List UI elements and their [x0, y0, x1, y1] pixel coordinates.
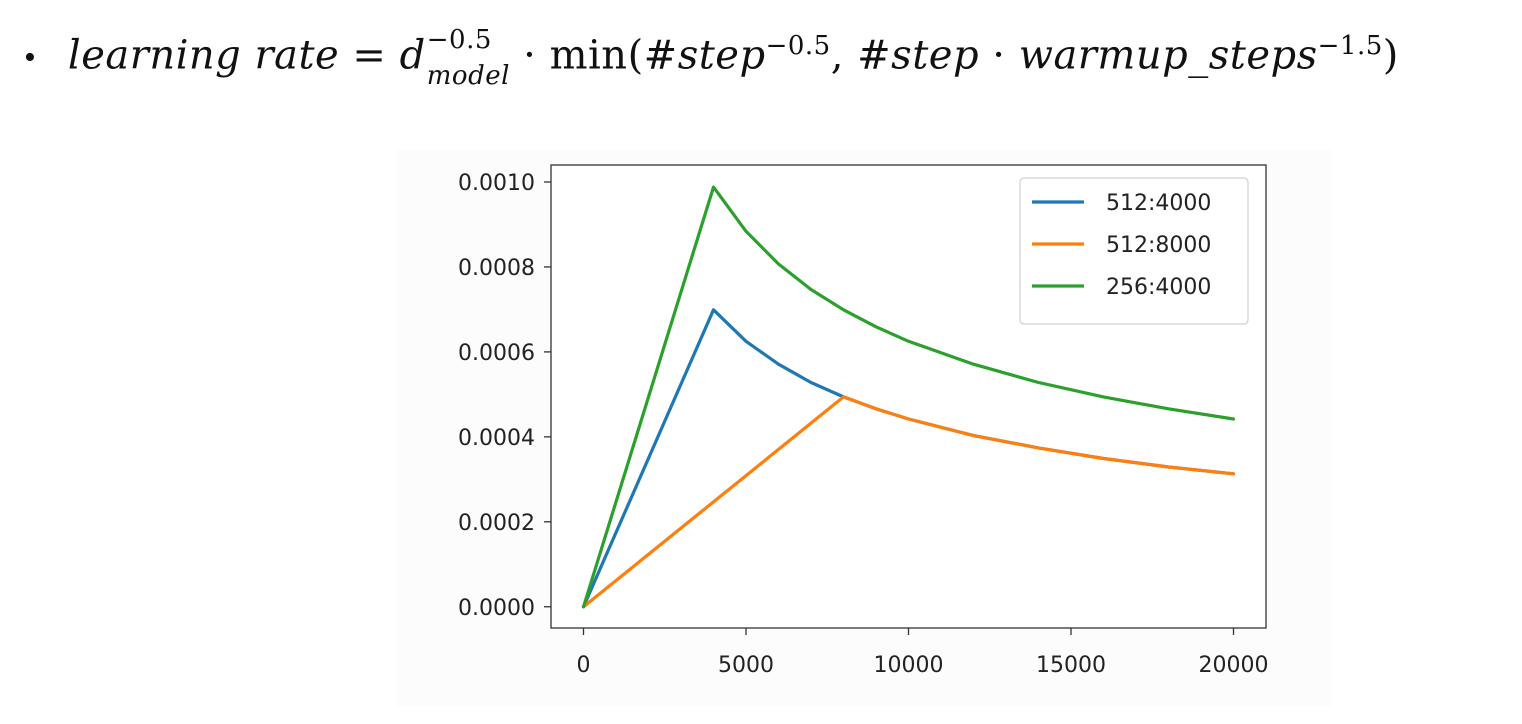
legend-label: 512:4000 [1106, 191, 1211, 216]
formula-equals: = [339, 32, 400, 79]
legend-label: 256:4000 [1106, 275, 1211, 300]
y-tick-label: 0.0008 [458, 256, 535, 281]
series-line-512-8000 [581, 395, 1236, 609]
formula-warmup: warmup_steps [1018, 32, 1318, 79]
x-tick-label: 10000 [874, 653, 944, 678]
formula-lhs: learning rate [67, 32, 340, 79]
chart-container: 0 5000 10000 15000 20000 0.0000 0.0002 0.0004 0.… [396, 150, 1332, 706]
y-tick-label: 0.0006 [458, 341, 535, 366]
formula-d-scripts: −0.5 model [427, 27, 510, 89]
series-line-256-4000 [581, 185, 1236, 609]
formula-line: • learning rate = d −0.5 model · min(#step… [24, 18, 1399, 98]
x-tick-label: 20000 [1199, 653, 1269, 678]
formula-comma: , [830, 32, 858, 79]
formula-close: ) [1382, 32, 1399, 79]
formula-dot-2: · [979, 32, 1019, 79]
learning-rate-formula: learning rate = d −0.5 model · min(#step−0… [67, 27, 1399, 89]
formula-d-sub: model [426, 60, 510, 91]
formula-d-sup: −0.5 [426, 24, 492, 55]
bullet-point: • [24, 39, 36, 76]
y-tick-label: 0.0004 [458, 426, 535, 451]
formula-step-1: #step [643, 32, 766, 79]
x-tick-label: 5000 [718, 653, 774, 678]
legend-label: 512:8000 [1106, 233, 1211, 258]
formula-min-open: min( [549, 32, 644, 79]
y-tick-label: 0.0000 [458, 596, 535, 621]
formula-step-1-sup: −0.5 [765, 31, 831, 62]
y-tick-label: 0.0002 [458, 511, 535, 536]
x-tick-label: 0 [577, 653, 591, 678]
learning-rate-chart: 0 5000 10000 15000 20000 0.0000 0.0002 0.0004 0.… [458, 164, 1269, 678]
formula-step-2: #step [857, 32, 980, 79]
y-tick-label: 0.0010 [458, 171, 535, 196]
x-tick-label: 15000 [1036, 653, 1106, 678]
formula-d: d [399, 32, 426, 79]
formula-warmup-sup: −1.5 [1317, 31, 1383, 62]
formula-dot: · [509, 32, 550, 79]
